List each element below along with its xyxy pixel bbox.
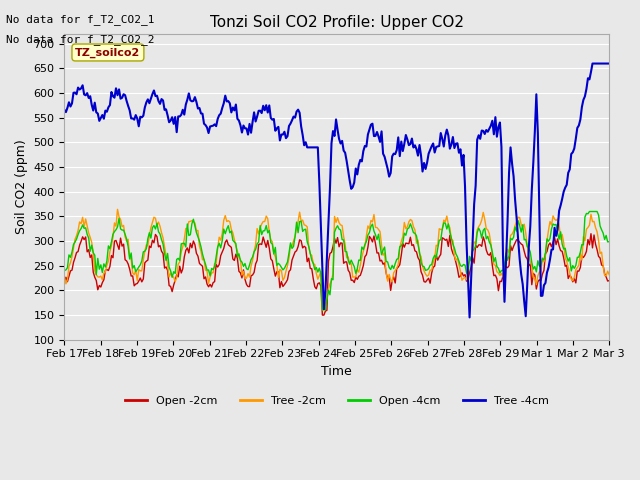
- Text: No data for f_T2_CO2_2: No data for f_T2_CO2_2: [6, 34, 155, 45]
- X-axis label: Time: Time: [321, 365, 352, 378]
- Legend: Open -2cm, Tree -2cm, Open -4cm, Tree -4cm: Open -2cm, Tree -2cm, Open -4cm, Tree -4…: [120, 392, 553, 411]
- Title: Tonzi Soil CO2 Profile: Upper CO2: Tonzi Soil CO2 Profile: Upper CO2: [210, 15, 464, 30]
- Text: TZ_soilco2: TZ_soilco2: [76, 48, 141, 58]
- Text: No data for f_T2_CO2_1: No data for f_T2_CO2_1: [6, 14, 155, 25]
- Y-axis label: Soil CO2 (ppm): Soil CO2 (ppm): [15, 140, 28, 234]
